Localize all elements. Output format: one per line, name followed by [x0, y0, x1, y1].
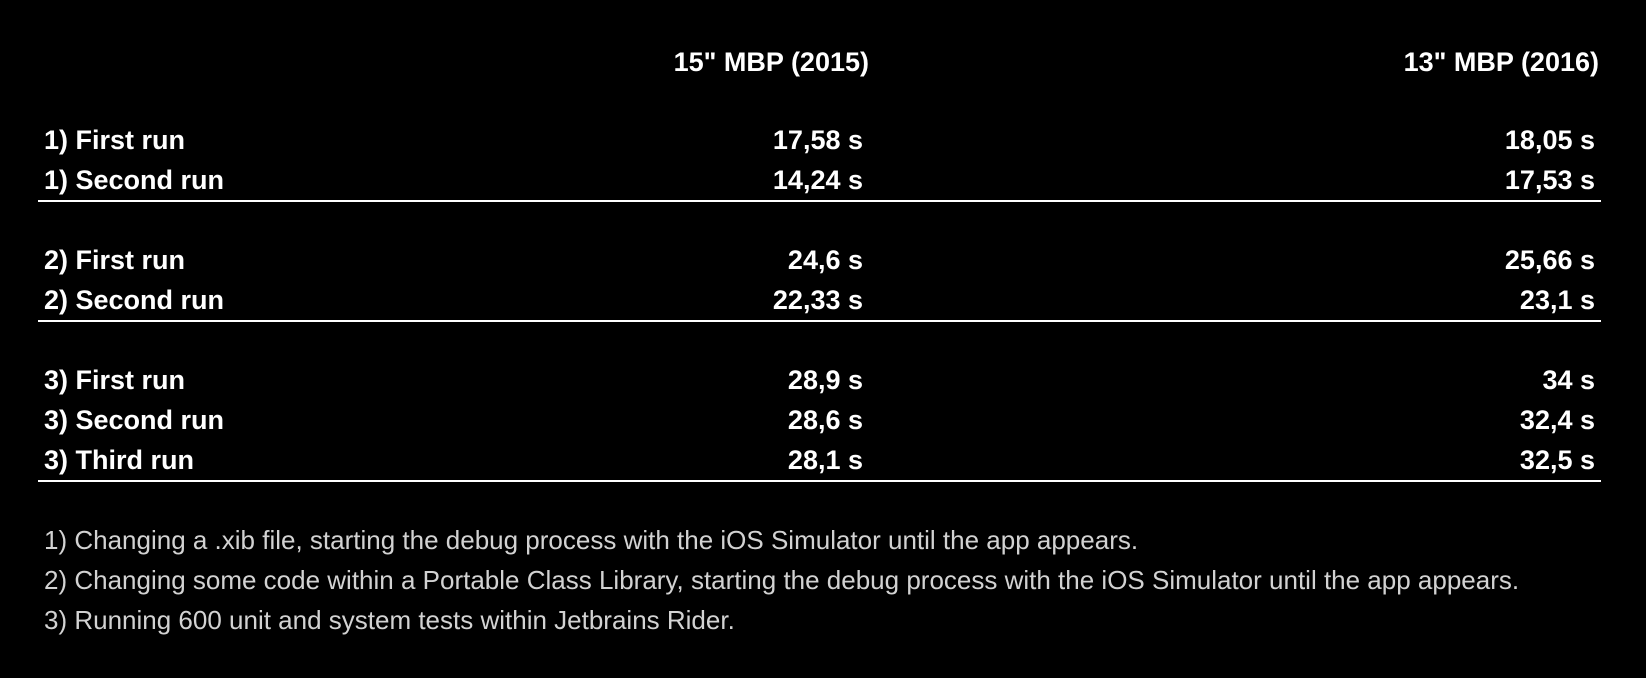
footnote-2: 2) Changing some code within a Portable …: [44, 565, 1520, 595]
row-label: 3) Second run: [44, 405, 225, 435]
value-mbp-2016: 34 s: [1542, 365, 1595, 395]
value-mbp-2016: 17,53 s: [1504, 165, 1595, 195]
value-mbp-2016: 32,4 s: [1519, 405, 1595, 435]
benchmark-group-2: 2) First run 24,6 s 25,66 s 2) Second ru…: [38, 240, 1601, 322]
column-header-13-mbp-2016: 13" MBP (2016): [1403, 47, 1599, 77]
footnote-3: 3) Running 600 unit and system tests wit…: [44, 605, 735, 635]
table-row: 1) Second run 14,24 s 17,53 s: [38, 160, 1601, 200]
row-label: 2) Second run: [44, 285, 225, 315]
benchmark-group-1: 1) First run 17,58 s 18,05 s 1) Second r…: [38, 120, 1601, 202]
table-row: 3) Second run 28,6 s 32,4 s: [38, 400, 1601, 440]
value-mbp-2016: 23,1 s: [1519, 285, 1595, 315]
footnote-1: 1) Changing a .xib file, starting the de…: [44, 525, 1139, 555]
table-row: 1) First run 17,58 s 18,05 s: [38, 120, 1601, 160]
value-mbp-2016: 25,66 s: [1504, 245, 1595, 275]
table-row: 3) Third run 28,1 s 32,5 s: [38, 440, 1601, 480]
value-mbp-2015: 24,6 s: [787, 245, 863, 275]
value-mbp-2016: 18,05 s: [1504, 125, 1595, 155]
value-mbp-2015: 28,9 s: [787, 365, 863, 395]
value-mbp-2016: 32,5 s: [1519, 445, 1595, 475]
row-label: 1) Second run: [44, 165, 225, 195]
value-mbp-2015: 17,58 s: [772, 125, 863, 155]
column-header-15-mbp-2015: 15" MBP (2015): [673, 47, 869, 77]
row-label: 3) First run: [44, 365, 186, 395]
value-mbp-2015: 14,24 s: [772, 165, 863, 195]
value-mbp-2015: 28,6 s: [787, 405, 863, 435]
value-mbp-2015: 28,1 s: [787, 445, 863, 475]
table-row: 2) First run 24,6 s 25,66 s: [38, 240, 1601, 280]
row-label: 1) First run: [44, 125, 186, 155]
benchmark-group-3: 3) First run 28,9 s 34 s 3) Second run 2…: [38, 360, 1601, 482]
footnotes: 1) Changing a .xib file, starting the de…: [44, 520, 1519, 640]
value-mbp-2015: 22,33 s: [772, 285, 863, 315]
row-label: 2) First run: [44, 245, 186, 275]
row-label: 3) Third run: [44, 445, 194, 475]
table-row: 2) Second run 22,33 s 23,1 s: [38, 280, 1601, 320]
table-row: 3) First run 28,9 s 34 s: [38, 360, 1601, 400]
